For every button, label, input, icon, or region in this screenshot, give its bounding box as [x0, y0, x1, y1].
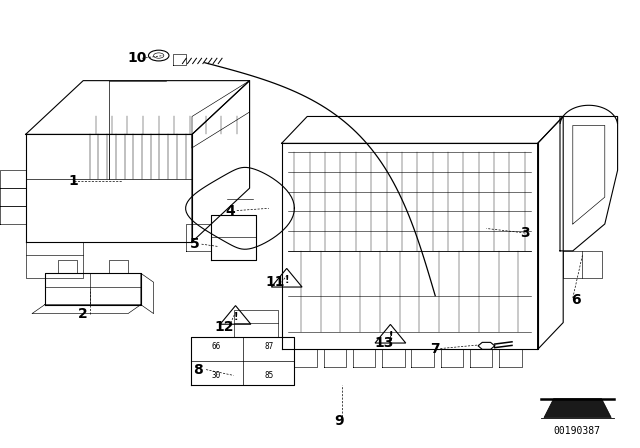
Text: 13: 13: [374, 336, 394, 350]
Text: 6: 6: [571, 293, 581, 307]
Text: 66: 66: [212, 342, 221, 351]
Text: 7: 7: [430, 342, 440, 357]
Text: 9: 9: [334, 414, 344, 428]
Polygon shape: [544, 399, 611, 418]
Text: 30: 30: [212, 371, 221, 380]
Text: 8: 8: [193, 362, 204, 377]
Text: !: !: [284, 275, 289, 284]
Text: 11: 11: [266, 275, 285, 289]
Text: 2: 2: [78, 306, 88, 321]
Text: 00190387: 00190387: [554, 426, 601, 435]
Text: 85: 85: [264, 371, 273, 380]
Text: 12: 12: [214, 320, 234, 334]
Text: 3: 3: [520, 226, 530, 240]
Text: 10: 10: [128, 51, 147, 65]
Text: !: !: [233, 312, 238, 322]
Text: 4: 4: [225, 203, 236, 218]
Text: 5: 5: [190, 237, 200, 251]
Text: 87: 87: [264, 342, 273, 351]
Text: !: !: [388, 331, 393, 340]
Text: 1: 1: [68, 174, 79, 189]
